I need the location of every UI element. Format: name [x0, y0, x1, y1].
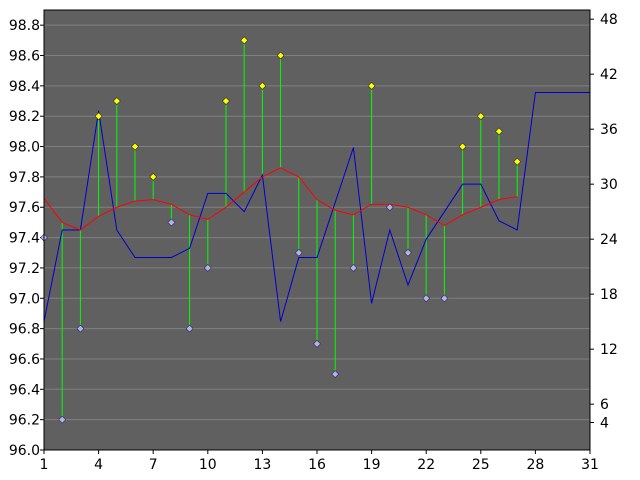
marker-below: [203, 264, 212, 272]
x-tick-label: 22: [417, 457, 435, 473]
marker-above: [131, 142, 139, 151]
x-tick-label: 13: [253, 457, 271, 473]
left-tick-label: 98.8: [9, 18, 40, 34]
right-tick-label: 42: [600, 67, 618, 83]
marker-below: [349, 264, 358, 272]
x-tick-label: 10: [199, 457, 217, 473]
marker-below: [440, 294, 449, 303]
marker-above: [458, 142, 467, 151]
series-line-average: [43, 167, 518, 231]
marker-above: [276, 51, 285, 60]
series-lines: [43, 92, 590, 322]
marker-above: [495, 127, 503, 136]
marker-below: [58, 415, 67, 424]
left-tick-label: 98.2: [9, 109, 40, 125]
x-tick-label: 1: [40, 457, 49, 473]
right-tick-label: 30: [600, 177, 618, 193]
marker-above: [240, 36, 249, 45]
left-tick-label: 97.2: [9, 261, 40, 277]
left-tick-label: 97.0: [9, 291, 40, 307]
marker-above: [258, 81, 267, 90]
marker-below: [404, 248, 412, 257]
left-tick-label: 96.8: [9, 322, 40, 338]
series-line-right-axis: [43, 92, 590, 322]
markers: [40, 36, 522, 424]
right-tick-label: 18: [600, 287, 618, 303]
x-tick-label: 28: [526, 457, 544, 473]
right-axis-ticks: 4 6 12 18 24 30 36 42 48: [590, 12, 618, 432]
right-tick-label: 4: [600, 416, 609, 432]
marker-below: [313, 339, 321, 348]
right-tick-label: 12: [600, 342, 618, 358]
left-tick-label: 96.2: [9, 413, 40, 429]
left-tick-label: 96.4: [9, 382, 40, 398]
marker-below: [331, 370, 340, 379]
marker-above: [367, 81, 376, 90]
marker-below: [422, 294, 431, 303]
right-tick-label: 6: [600, 397, 609, 413]
left-tick-label: 96.0: [9, 443, 40, 459]
x-tick-label: 4: [94, 457, 103, 473]
x-tick-label: 31: [581, 457, 599, 473]
marker-below: [167, 218, 176, 227]
marker-below: [76, 324, 85, 333]
stems: [43, 40, 518, 420]
x-tick-label: 7: [149, 457, 158, 473]
marker-above: [476, 112, 485, 121]
marker-above: [112, 97, 121, 105]
right-tick-label: 24: [600, 232, 618, 248]
left-axis-ticks: 96.0 96.2 96.4 96.6 96.8 97.0 97.2 97.4 97.6 97.8…: [9, 18, 44, 459]
marker-above: [149, 172, 158, 181]
left-tick-label: 98.0: [9, 140, 40, 156]
marker-above: [222, 97, 230, 105]
marker-above: [94, 112, 103, 121]
right-tick-label: 48: [600, 12, 618, 28]
right-tick-label: 36: [600, 122, 618, 138]
left-tick-label: 98.6: [9, 49, 40, 65]
left-tick-label: 98.4: [9, 79, 40, 95]
marker-below: [385, 203, 394, 212]
x-axis-ticks: 1 4 7 10 13 16 19 22 25 28 31: [40, 450, 599, 473]
marker-below: [294, 248, 303, 257]
plot-frame: [43, 9, 591, 451]
x-tick-label: 16: [308, 457, 326, 473]
left-tick-label: 97.8: [9, 170, 40, 186]
x-tick-label: 19: [363, 457, 381, 473]
left-tick-label: 96.6: [9, 352, 40, 368]
left-tick-label: 97.6: [9, 200, 40, 216]
left-tick-label: 97.4: [9, 231, 40, 247]
marker-below: [185, 324, 194, 333]
marker-above: [513, 157, 522, 166]
x-tick-label: 25: [472, 457, 490, 473]
